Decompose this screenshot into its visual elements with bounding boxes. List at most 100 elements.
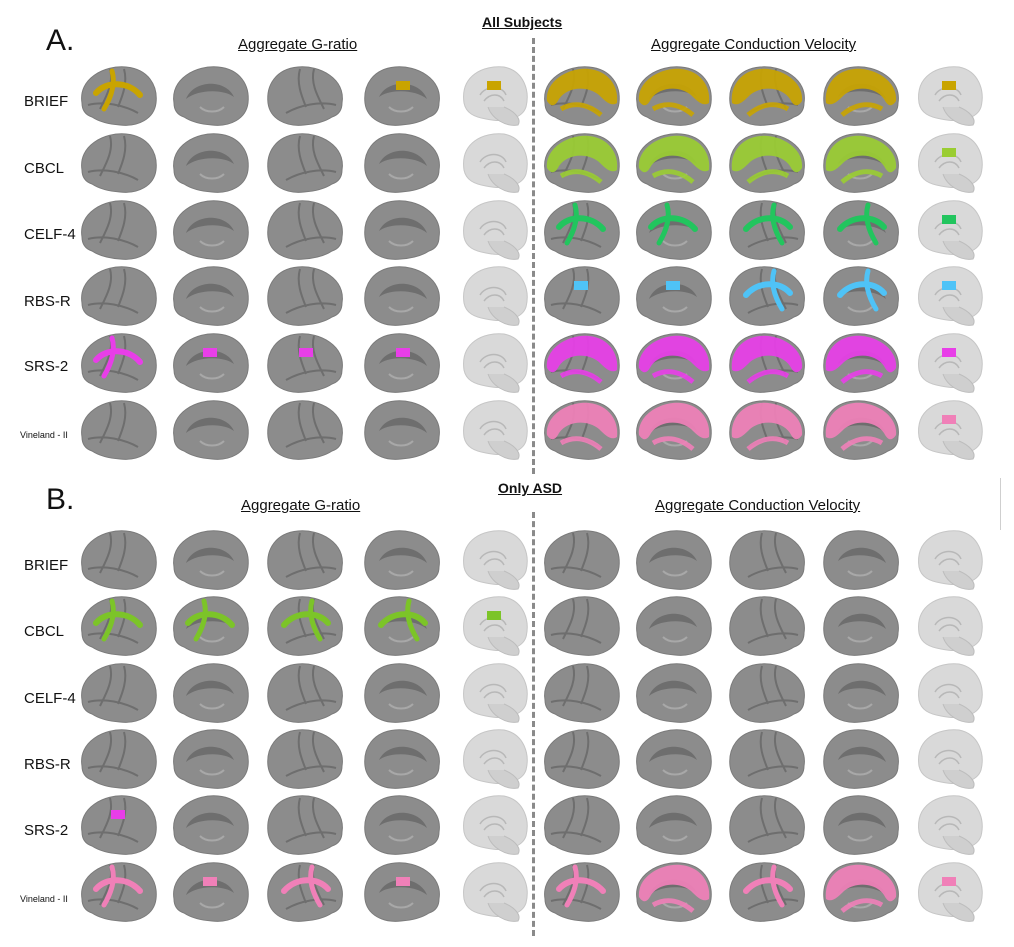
brain-panel1-row0-col4 [463, 530, 528, 590]
brain-panel0-row3-col7 [729, 266, 805, 326]
brain-panel0-row5-col1 [173, 400, 249, 460]
brain-panel0-row0-col4 [463, 66, 528, 126]
panel-a-row-label-srs2: SRS-2 [24, 358, 69, 375]
panel-b-left-header: Aggregate G-ratio [241, 497, 361, 514]
brain-panel0-row0-col7 [729, 66, 805, 126]
panel-b-row-label-srs2: SRS-2 [24, 822, 69, 839]
brain-panel1-row2-col2 [267, 663, 343, 723]
brain-panel1-row2-col5 [544, 663, 620, 723]
brain-panel1-row5-col7 [729, 862, 805, 922]
brain-panel0-row5-col3 [364, 400, 440, 460]
brain-panel0-row5-col7 [729, 400, 805, 460]
brain-panel1-row5-col5 [544, 862, 620, 922]
brain-panel0-row1-col8 [823, 133, 899, 193]
brain-panel0-row5-col5 [544, 400, 620, 460]
brain-panel1-row5-col1 [173, 862, 249, 922]
panel-edge-rule [1000, 478, 1001, 530]
brain-panel1-row4-col7 [729, 795, 805, 855]
brain-panel1-row4-col3 [364, 795, 440, 855]
panel-a-right-header: Aggregate Conduction Velocity [651, 36, 857, 53]
panel-a-row-label-vineland: Vineland - II [20, 430, 68, 440]
brain-panel0-row5-col0 [81, 400, 157, 460]
brain-panel0-row0-col3 [364, 66, 440, 126]
brain-panel1-row2-col9 [918, 663, 983, 723]
panel-a-row-label-celf4: CELF-4 [24, 226, 76, 243]
brain-panel0-row0-col6 [636, 66, 712, 126]
brain-panel0-row3-col9 [918, 266, 983, 326]
panel-b-letter: B. [46, 483, 75, 516]
panel-a-left-header: Aggregate G-ratio [238, 36, 358, 53]
brain-panel1-row5-col8 [823, 862, 899, 922]
brain-panel0-row5-col6 [636, 400, 712, 460]
brain-panel1-row0-col3 [364, 530, 440, 590]
brain-panel1-row5-col9 [918, 862, 983, 922]
brain-panel0-row0-col5 [544, 66, 620, 126]
brain-panel0-row1-col7 [729, 133, 805, 193]
brain-panel1-row4-col2 [267, 795, 343, 855]
brain-panel0-row2-col5 [544, 200, 620, 260]
center-divider-bottom [532, 512, 535, 936]
brain-panel0-row5-col4 [463, 400, 528, 460]
brain-panel1-row0-col0 [81, 530, 157, 590]
brain-panel1-row1-col7 [729, 596, 805, 656]
brain-panel1-row2-col8 [823, 663, 899, 723]
brain-panel0-row1-col5 [544, 133, 620, 193]
brain-panel0-row4-col7 [729, 333, 805, 393]
brain-panel0-row4-col6 [636, 333, 712, 393]
brain-panel0-row2-col1 [173, 200, 249, 260]
brain-panel1-row0-col6 [636, 530, 712, 590]
brain-panel0-row0-col9 [918, 66, 983, 126]
brain-panel1-row4-col5 [544, 795, 620, 855]
brain-panel0-row3-col3 [364, 266, 440, 326]
brain-panel1-row1-col8 [823, 596, 899, 656]
panel-b-right-header: Aggregate Conduction Velocity [655, 497, 861, 514]
brain-panel1-row1-col3 [364, 596, 440, 656]
brain-panel1-row4-col4 [463, 795, 528, 855]
brain-panel1-row5-col0 [81, 862, 157, 922]
brain-panel1-row1-col1 [173, 596, 249, 656]
brain-panel0-row4-col5 [544, 333, 620, 393]
brain-panel1-row1-col6 [636, 596, 712, 656]
brain-panel0-row1-col0 [81, 133, 157, 193]
brain-panel1-row3-col5 [544, 729, 620, 789]
brain-panel1-row1-col9 [918, 596, 983, 656]
brain-panel1-row0-col8 [823, 530, 899, 590]
brain-panel1-row5-col3 [364, 862, 440, 922]
panel-a-row-label-brief: BRIEF [24, 93, 69, 110]
brain-panel1-row2-col7 [729, 663, 805, 723]
brain-panel0-row2-col4 [463, 200, 528, 260]
brain-panel0-row2-col8 [823, 200, 899, 260]
brain-panel1-row0-col9 [918, 530, 983, 590]
panel-a-title: All Subjects [482, 14, 563, 30]
brain-panel1-row3-col7 [729, 729, 805, 789]
brain-panel0-row5-col9 [918, 400, 983, 460]
brain-panel0-row4-col8 [823, 333, 899, 393]
brain-panel0-row2-col0 [81, 200, 157, 260]
panel-b-row-label-vineland: Vineland - II [20, 894, 68, 904]
brain-panel1-row5-col6 [636, 862, 712, 922]
brain-panel1-row0-col2 [267, 530, 343, 590]
brain-panel0-row0-col2 [267, 66, 343, 126]
brain-panel0-row1-col2 [267, 133, 343, 193]
brain-panel0-row1-col4 [463, 133, 528, 193]
brain-panel0-row3-col2 [267, 266, 343, 326]
brain-panel0-row3-col0 [81, 266, 157, 326]
brain-panel1-row0-col5 [544, 530, 620, 590]
brain-panel1-row0-col7 [729, 530, 805, 590]
brain-panel0-row1-col9 [918, 133, 983, 193]
panel-b-row-label-celf4: CELF-4 [24, 690, 76, 707]
brain-panel1-row1-col2 [267, 596, 343, 656]
center-divider-top [532, 38, 535, 474]
brain-panel1-row3-col0 [81, 729, 157, 789]
panel-a-letter: A. [46, 24, 75, 57]
panel-a-row-label-rbsr: RBS-R [24, 293, 71, 310]
brain-panel1-row4-col0 [81, 795, 157, 855]
brain-panel1-row3-col2 [267, 729, 343, 789]
brain-panel1-row2-col4 [463, 663, 528, 723]
brain-panel0-row0-col0 [81, 66, 157, 126]
brain-panel0-row2-col3 [364, 200, 440, 260]
brain-panel0-row4-col9 [918, 333, 983, 393]
brain-panel1-row5-col4 [463, 862, 528, 922]
brain-panel0-row4-col1 [173, 333, 249, 393]
